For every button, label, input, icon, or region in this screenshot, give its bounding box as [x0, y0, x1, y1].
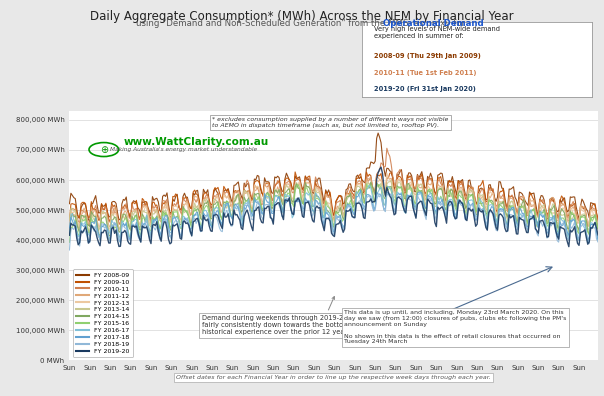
Text: www.WattClarity.com.au: www.WattClarity.com.au: [124, 137, 269, 147]
Text: Low point in demand around
Christmas and New Year: Low point in demand around Christmas and…: [275, 297, 371, 328]
Text: Offset dates for each Financial Year in order to line up the respective week day: Offset dates for each Financial Year in …: [176, 375, 491, 380]
Text: Demand during weekends through 2019-20 was
fairly consistently down towards the : Demand during weekends through 2019-20 w…: [202, 316, 371, 335]
Text: Daily Aggregate Consumption* (MWh) Across the NEM by Financial Year: Daily Aggregate Consumption* (MWh) Acros…: [90, 10, 514, 23]
Text: This data is up until, and including, Monday 23rd March 2020. On this
day we saw: This data is up until, and including, Mo…: [344, 310, 567, 345]
Text: 2019-20 (Fri 31st Jan 2020): 2019-20 (Fri 31st Jan 2020): [374, 86, 476, 93]
Text: Operational Demand: Operational Demand: [384, 19, 484, 28]
Text: using "Demand and Non-Scheduled Generation" from the MMS, as proxy for: using "Demand and Non-Scheduled Generati…: [136, 19, 468, 28]
Text: ⊕: ⊕: [100, 145, 108, 154]
Text: Making Australia's energy market understandable: Making Australia's energy market underst…: [109, 147, 257, 152]
Text: Very high levels of NEM-wide demand
experienced in summer of:: Very high levels of NEM-wide demand expe…: [374, 25, 500, 38]
Text: 2010-11 (Tue 1st Feb 2011): 2010-11 (Tue 1st Feb 2011): [374, 70, 477, 76]
Text: 2008-09 (Thu 29th Jan 2009): 2008-09 (Thu 29th Jan 2009): [374, 53, 481, 59]
Legend: FY 2008-09, FY 2009-10, FY 2010-11, FY 2011-12, FY 2012-13, FY 2013-14, FY 2014-: FY 2008-09, FY 2009-10, FY 2010-11, FY 2…: [72, 269, 133, 357]
Text: * excludes consumption supplied by a number of different ways not visible
to AEM: * excludes consumption supplied by a num…: [212, 117, 449, 128]
